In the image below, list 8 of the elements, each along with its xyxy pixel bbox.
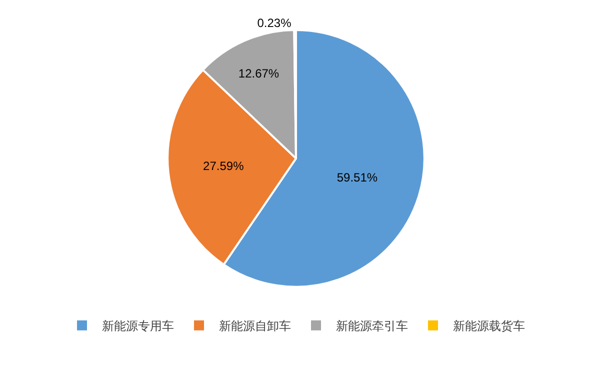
data-label: 0.23% bbox=[257, 16, 292, 30]
legend-label: 新能源牵引车 bbox=[336, 319, 408, 333]
data-label: 59.51% bbox=[336, 170, 378, 184]
data-label: 27.59% bbox=[203, 159, 244, 174]
data-label: 12.67% bbox=[238, 66, 280, 81]
legend-label: 新能源自卸车 bbox=[219, 319, 291, 333]
legend-label: 新能源载货车 bbox=[453, 319, 525, 333]
legend-label: 新能源专用车 bbox=[102, 319, 174, 333]
